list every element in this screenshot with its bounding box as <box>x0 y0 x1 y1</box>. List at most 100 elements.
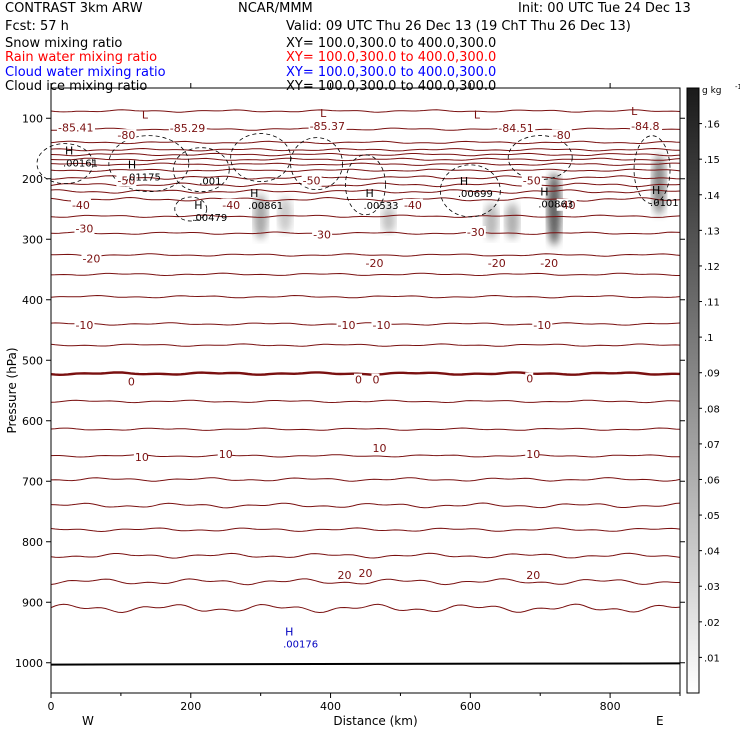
temperature-contour-3 <box>50 147 680 152</box>
extremum-value-5: .01175 <box>126 172 161 183</box>
contour-label-bg-25 <box>126 375 135 388</box>
cloud-ice-contour-0 <box>36 143 94 185</box>
contour-label-bg-12 <box>402 198 423 211</box>
temperature-contour-10 <box>50 189 681 194</box>
colorbar-label-12: .13 <box>704 226 720 237</box>
temperature-contour-5 <box>50 157 681 162</box>
extremum-marker-4: H <box>65 145 73 158</box>
temperature-contour-27 <box>50 578 680 586</box>
contour-label-30: 10 <box>219 448 233 461</box>
contour-label-31: 10 <box>372 442 386 455</box>
temperature-contour-22 <box>50 454 681 458</box>
y-tick-label-1000: 1000 <box>15 657 43 670</box>
temperature-contour-15 <box>50 272 680 277</box>
temperature-contour-4 <box>50 152 681 157</box>
field-xy-rain: XY= 100.0,300.0 to 400.0,300.0 <box>286 50 497 65</box>
field-xy-cloud-water: XY= 100.0,300.0 to 400.0,300.0 <box>286 65 497 80</box>
contour-label-16: -30 <box>467 226 485 239</box>
cloud-ice-contour-5 <box>345 154 386 216</box>
extremum-marker-0: L <box>142 108 149 121</box>
field-xy-cloud-ice: XY= 100.0,300.0 to 400.0,300.0 <box>286 79 497 94</box>
snow-shade-0 <box>253 193 268 240</box>
contour-label-27: 0 <box>372 374 379 387</box>
contour-label-bg-9 <box>521 174 542 187</box>
extremum-value-10: .00699 <box>458 189 493 200</box>
y-tick-label-100: 100 <box>22 112 43 125</box>
temperature-contour-8 <box>50 175 681 180</box>
field-name-cloud-ice: Cloud ice mixing ratio <box>5 79 148 94</box>
contour-label-bg-1 <box>168 121 207 134</box>
contour-label-3: -84.51 <box>498 122 533 135</box>
y-axis-title: Pressure (hPa) <box>5 347 19 433</box>
x-tick-label-0: 0 <box>48 700 55 713</box>
contour-label-25: 0 <box>128 375 135 388</box>
contour-label-bg-13 <box>556 198 577 211</box>
contour-label-0: -85.41 <box>58 121 93 134</box>
contour-label-bg-35 <box>525 569 540 582</box>
temperature-contour-12 <box>50 214 681 218</box>
contour-label-21: -10 <box>75 319 93 332</box>
contour-label-bg-31 <box>371 441 386 454</box>
contour-label-bg-15 <box>312 228 333 241</box>
temperature-contour-9 <box>50 182 681 188</box>
contour-label-bg-21 <box>74 319 95 332</box>
contour-label-17: -20 <box>82 253 100 266</box>
contour-label-28: 0 <box>526 372 533 385</box>
contour-label-15: -30 <box>313 228 331 241</box>
temperature-contour-13 <box>50 231 681 235</box>
contour-label-34: 20 <box>359 567 373 580</box>
temperature-contour-19 <box>50 371 681 377</box>
ground-line <box>50 662 681 666</box>
contour-label-23: -10 <box>372 319 390 332</box>
direction-label-east: E <box>656 714 664 728</box>
cloud-ice-contour-1 <box>108 135 190 193</box>
extremum-marker-2: L <box>474 108 481 121</box>
temperature-contour-24 <box>50 502 681 509</box>
temperature-contour-0 <box>50 109 681 113</box>
contour-label-bg-8 <box>301 174 322 187</box>
contour-label-26: 0 <box>355 374 362 387</box>
colorbar-label-2: .03 <box>704 582 720 593</box>
temperature-contour-6 <box>50 162 681 166</box>
colorbar-label-9: .1 <box>704 333 714 344</box>
contour-label-bg-14 <box>74 222 95 235</box>
colorbar-label-4: .05 <box>704 511 720 522</box>
contour-label-bg-10 <box>70 198 91 211</box>
extremum-value-9: .00533 <box>364 201 399 212</box>
contour-label-bg-24 <box>532 319 553 332</box>
extremum-value-12: .0101 <box>650 198 679 209</box>
extremum-marker-9: H <box>366 187 374 200</box>
contour-label-bg-27 <box>371 373 380 386</box>
contour-label-2: -85.37 <box>310 120 345 133</box>
contour-label-6: -80 <box>553 129 571 142</box>
y-tick-label-200: 200 <box>22 173 43 186</box>
contour-label-20: -20 <box>540 257 558 270</box>
extremum-value-8: .00861 <box>248 201 283 212</box>
cloud-ice-contour-2 <box>172 147 230 193</box>
contour-label-bg-23 <box>371 319 392 332</box>
extremum-value-11: .00863 <box>538 200 573 211</box>
chart-title: CONTRAST 3km ARW <box>5 1 143 16</box>
temperature-contour-14 <box>51 253 681 257</box>
contour-label-10: -40 <box>72 199 90 212</box>
colorbar-label-3: .04 <box>704 547 720 558</box>
contour-label-18: -20 <box>366 257 384 270</box>
x-tick-label-200: 200 <box>180 700 201 713</box>
contour-label-bg-29 <box>133 451 148 464</box>
y-tick-label-400: 400 <box>22 294 43 307</box>
y-tick-label-900: 900 <box>22 596 43 609</box>
contour-label-bg-30 <box>217 448 232 461</box>
chart-valid-time: Valid: 09 UTC Thu 26 Dec 13 (19 ChT Thu … <box>286 19 631 34</box>
extremum-marker-8: H <box>250 187 258 200</box>
cloud-ice-contour-6 <box>439 164 501 218</box>
temperature-contour-28 <box>50 603 681 614</box>
contour-label-7: -50 <box>117 175 135 188</box>
y-tick-label-300: 300 <box>22 233 43 246</box>
temperature-contour-1 <box>51 127 681 131</box>
cloud-ice-contour-8 <box>633 135 671 205</box>
contour-label-bg-16 <box>465 225 486 238</box>
contour-label-24: -10 <box>533 319 551 332</box>
temperature-contour-20 <box>50 399 681 404</box>
colorbar-label-15: .16 <box>704 120 720 131</box>
